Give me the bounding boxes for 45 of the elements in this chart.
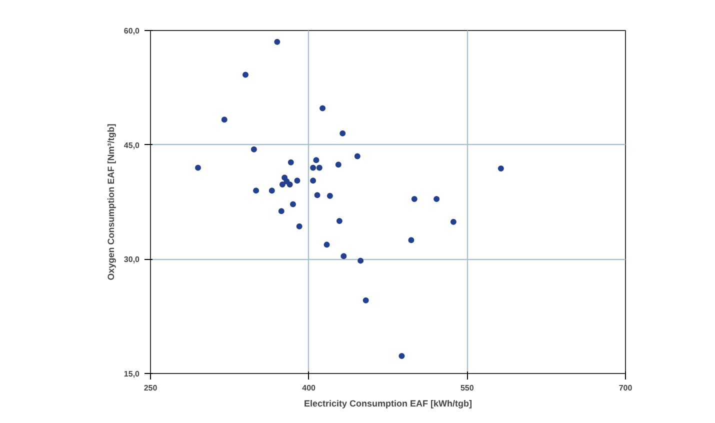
point	[195, 164, 201, 171]
point	[313, 157, 320, 164]
point	[274, 38, 280, 45]
point	[358, 258, 364, 264]
point	[288, 159, 294, 166]
point	[310, 178, 316, 184]
y-tick-label: 15,0	[124, 370, 140, 378]
x-tick-label: 250	[144, 384, 158, 392]
point	[340, 253, 347, 260]
point	[221, 116, 228, 123]
point	[398, 352, 405, 359]
point	[268, 188, 275, 194]
y-axis-title: Oxygen Consumption EAF [Nm³/tgb]	[106, 124, 116, 280]
y-tick-label: 30,0	[124, 255, 140, 264]
y-tick-label: 45,0	[124, 140, 140, 150]
point	[450, 218, 456, 225]
point	[253, 188, 260, 194]
point	[335, 162, 342, 168]
point	[434, 196, 440, 202]
point	[284, 178, 290, 184]
point	[411, 196, 418, 202]
point	[408, 237, 414, 244]
point	[310, 164, 316, 171]
x-tick-label: 700	[618, 384, 633, 392]
point	[498, 165, 504, 172]
point	[279, 181, 286, 188]
point	[278, 208, 284, 214]
point	[326, 192, 333, 199]
point	[314, 192, 320, 198]
point	[242, 72, 248, 78]
point	[354, 153, 360, 160]
point	[324, 242, 330, 248]
point	[336, 218, 342, 224]
y-tick-label: 60,0	[124, 26, 140, 36]
x-tick-label: 550	[460, 384, 474, 392]
point	[362, 297, 369, 304]
point	[250, 146, 257, 152]
x-axis-title: Electricity Consumption EAF [kWh/tgb]	[304, 398, 472, 408]
x-tick-label: 400	[302, 384, 316, 392]
point	[320, 105, 326, 112]
point	[294, 178, 300, 184]
point	[296, 223, 302, 230]
point	[340, 130, 346, 136]
point	[290, 201, 296, 208]
point	[316, 164, 322, 171]
